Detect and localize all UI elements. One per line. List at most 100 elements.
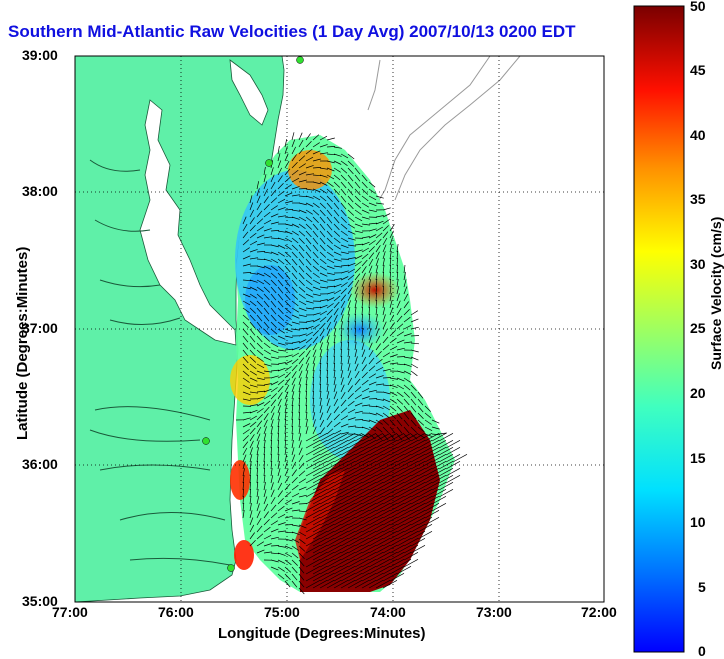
velocity-vector [382,360,391,365]
velocity-vector [417,432,433,442]
velocity-vector [312,209,320,216]
velocity-vector [298,307,307,312]
velocity-vector [298,433,302,442]
velocity-vector [256,377,265,381]
velocity-vector [361,209,370,214]
velocity-vector [375,419,383,425]
velocity-vector [403,481,419,491]
velocity-vector [249,532,255,540]
velocity-vector [382,412,390,419]
velocity-vector [263,519,270,526]
velocity-vector [389,509,405,519]
velocity-vector [347,160,355,167]
velocity-vector [256,426,262,435]
velocity-vector [431,419,440,424]
velocity-vector [333,516,349,526]
velocity-vector [305,404,308,414]
velocity-vector [298,391,301,400]
velocity-vector [277,385,284,393]
velocity-vector [298,470,306,477]
velocity-vector [396,558,412,568]
velocity-vector [249,391,258,394]
velocity-vector [389,460,405,470]
velocity-vector [298,188,308,190]
velocity-vector [361,439,377,449]
velocity-vector [249,286,258,291]
velocity-vector [389,286,392,295]
velocity-vector [242,461,246,470]
velocity-vector [291,169,299,176]
velocity-vector [368,495,384,505]
velocity-vector [284,176,292,183]
velocity-vector [347,216,355,223]
velocity-vector [340,230,348,236]
velocity-vector [242,349,249,357]
velocity-vector [263,300,270,308]
velocity-vector [242,429,250,435]
velocity-vector [354,453,370,463]
velocity-vector [242,411,252,414]
velocity-vector [256,335,263,343]
velocity-vector [347,481,363,491]
velocity-vector [256,533,264,540]
velocity-vector [277,522,286,526]
velocity-vector [403,426,410,434]
velocity-vector [291,194,300,197]
velocity-vector [256,279,265,285]
velocity-vector [242,356,249,364]
velocity-vector [263,328,270,336]
velocity-vector [396,286,400,295]
velocity-vector [417,453,433,463]
velocity-vector [291,509,300,512]
velocity-vector [270,205,278,211]
velocity-vector [354,300,357,309]
velocity-vector [431,433,440,436]
velocity-vector [347,223,355,229]
velocity-vector [263,440,266,449]
velocity-vector [361,474,377,484]
velocity-vector [284,515,293,519]
velocity-vector [333,146,342,149]
velocity-vector [298,279,305,286]
velocity-vector [249,307,257,314]
velocity-vector [382,495,398,505]
velocity-vector [270,545,280,547]
velocity-vector [361,516,377,526]
velocity-vector [263,272,271,278]
velocity-vector [396,257,398,267]
velocity-vector [326,297,335,302]
velocity-vector [284,366,292,372]
velocity-vector [361,530,377,540]
velocity-vector [256,258,266,261]
velocity-vector [326,342,329,351]
radar-station-marker [202,437,210,445]
velocity-vector [312,356,316,365]
velocity-vector [368,419,377,424]
velocity-vector [410,488,426,498]
velocity-vector [340,251,349,255]
velocity-vector [410,530,426,540]
velocity-vector [354,523,370,533]
velocity-vector [340,321,343,330]
velocity-vector [312,286,321,291]
velocity-vector [361,432,377,442]
velocity-vector [403,265,406,274]
velocity-vector [410,426,417,433]
velocity-vector [326,488,342,498]
velocity-vector [291,346,300,351]
velocity-vector [403,558,419,568]
velocity-vector [270,356,279,360]
velocity-vector [249,434,255,442]
velocity-vector [417,530,433,540]
velocity-vector [361,481,377,491]
colorbar [633,5,685,653]
velocity-vector [291,230,299,236]
velocity-vector [340,160,348,166]
velocity-vector [347,268,356,274]
velocity-vector [403,439,419,449]
velocity-vector [249,240,258,246]
velocity-vector [291,411,293,421]
velocity-vector [326,315,333,323]
velocity-vector [368,299,370,309]
velocity-vector [305,331,314,337]
